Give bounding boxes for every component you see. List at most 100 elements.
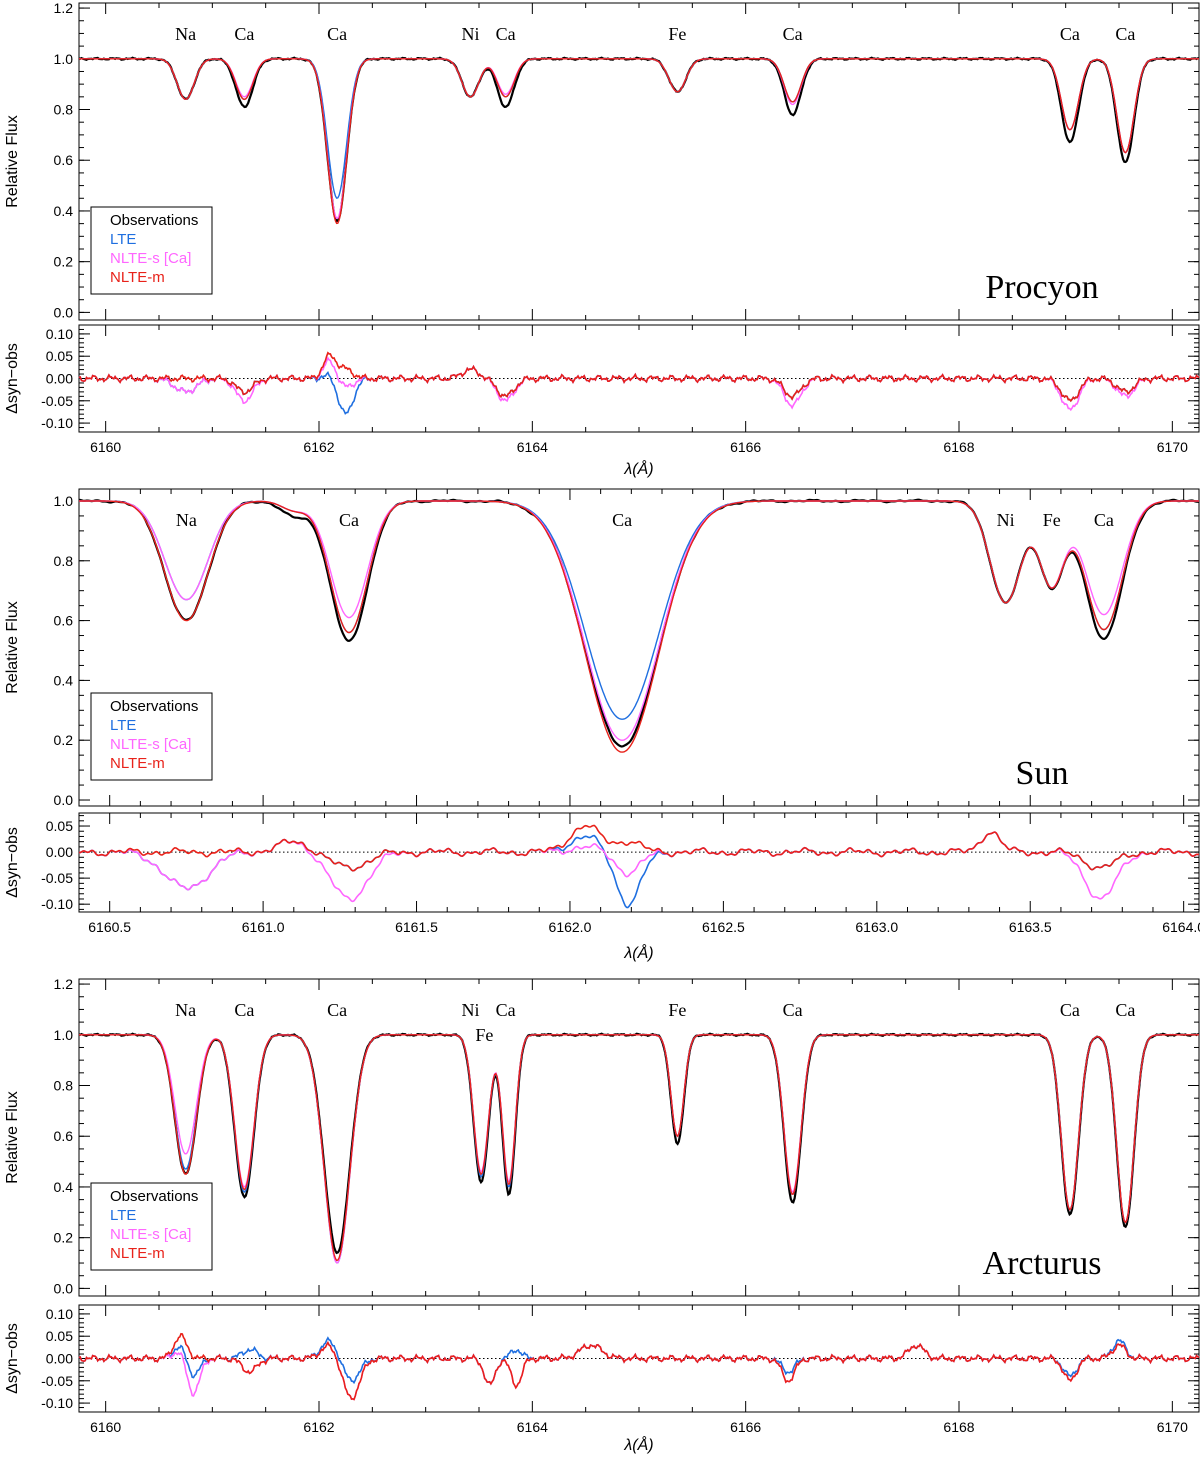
line-annotation: Fe bbox=[668, 1000, 686, 1020]
x-tick-label: 6160 bbox=[90, 1419, 121, 1435]
line-annotation: Ni bbox=[997, 510, 1015, 530]
y-tick-label: 0.0 bbox=[54, 304, 74, 320]
series-line-observations bbox=[78, 498, 1199, 748]
y-tick-label: 0.00 bbox=[46, 371, 73, 387]
x-tick-label: 6163.5 bbox=[1009, 919, 1052, 935]
y-tick-label: 0.8 bbox=[54, 102, 74, 118]
x-tick-label: 6166 bbox=[730, 439, 761, 455]
legend-box bbox=[90, 206, 213, 295]
series-line-observations bbox=[78, 56, 1200, 223]
residual-panel-1: -0.10 -0.05 0.00 0.05 0.10 6160 6162 6164 6166 61… bbox=[4, 324, 1200, 478]
series-line-nlte-m bbox=[79, 1034, 1199, 1262]
line-annotation: Ca bbox=[1060, 24, 1080, 44]
line-annotation: Fe bbox=[1043, 510, 1061, 530]
residual-line-nlte-s bbox=[78, 831, 1200, 903]
series-line-lte bbox=[79, 58, 1199, 199]
y-tick-label: 0.2 bbox=[54, 732, 74, 748]
residual-line-nlte-m bbox=[78, 351, 1200, 403]
residual-line-nlte-s bbox=[78, 356, 1200, 412]
line-annotation: Ca bbox=[496, 1000, 516, 1020]
y-tick-label: 0.05 bbox=[46, 818, 73, 834]
flux-panel-0: 0.0 0.2 0.4 0.6 0.8 1.0 1.2 Relative Flux Na Ca Ca… bbox=[4, 0, 1200, 321]
y-tick-label: 0.05 bbox=[46, 1328, 73, 1344]
y-tick-label: 0.6 bbox=[54, 1128, 74, 1144]
plot-frame bbox=[78, 488, 1200, 807]
legend: Observations LTE NLTE-s [Ca] NLTE-m bbox=[90, 692, 213, 781]
y-tick-label: 0.2 bbox=[54, 1230, 74, 1246]
y-tick-label: 1.2 bbox=[54, 976, 74, 992]
x-tick-label: 6164 bbox=[517, 1419, 548, 1435]
line-annotation: Ni bbox=[461, 24, 479, 44]
x-axis-label: λ(Å) bbox=[623, 459, 653, 478]
line-annotation: Ca bbox=[783, 1000, 803, 1020]
legend-box bbox=[90, 692, 213, 781]
star-name: Arcturus bbox=[983, 1245, 1102, 1282]
legend-box bbox=[90, 1182, 213, 1271]
y-tick-label: 0.05 bbox=[46, 348, 73, 364]
y-tick-label: 1.0 bbox=[54, 1027, 74, 1043]
y-tick-label: -0.10 bbox=[41, 1395, 73, 1411]
legend-entry-observations: Observations bbox=[110, 1188, 198, 1205]
line-annotation: Na bbox=[175, 24, 196, 44]
line-annotation: Ca bbox=[783, 24, 803, 44]
y-tick-label: 1.2 bbox=[54, 0, 74, 16]
x-tick-label: 6168 bbox=[943, 1419, 974, 1435]
y-tick-label: -0.05 bbox=[41, 870, 73, 886]
y-tick-label: 0.0 bbox=[54, 792, 74, 808]
y-tick-label: 0.4 bbox=[54, 1179, 74, 1195]
residual-line-lte bbox=[78, 364, 1200, 415]
line-annotation: Ca bbox=[234, 1000, 254, 1020]
series-line-nlte-s bbox=[79, 500, 1199, 741]
series-line-observations bbox=[78, 1032, 1200, 1255]
y-tick-label: -0.05 bbox=[41, 393, 73, 409]
line-annotation: Fe bbox=[475, 1025, 493, 1045]
flux-panel-4: 0.0 0.2 0.4 0.6 0.8 1.0 1.2 Relative Flux Na Ca Ca… bbox=[4, 976, 1200, 1297]
legend-entry-nlte-m: NLTE-m bbox=[110, 755, 165, 772]
x-tick-label: 6160 bbox=[90, 439, 121, 455]
residual-line-nlte-m bbox=[78, 1332, 1200, 1401]
line-annotation: Ca bbox=[1115, 1000, 1135, 1020]
x-tick-label: 6163.0 bbox=[855, 919, 898, 935]
x-tick-label: 6162 bbox=[303, 1419, 334, 1435]
y-tick-label: 0.00 bbox=[46, 844, 73, 860]
residual-panel-3: -0.10 -0.05 0.00 0.05 6160.5 6161.0 6161.5 6162… bbox=[4, 812, 1200, 962]
x-tick-label: 6164 bbox=[517, 439, 548, 455]
x-axis-label: λ(Å) bbox=[623, 1435, 653, 1454]
legend-entry-observations: Observations bbox=[110, 698, 198, 715]
legend-entry-nlte-s: NLTE-s [Ca] bbox=[110, 1226, 191, 1243]
x-tick-label: 6162.0 bbox=[549, 919, 592, 935]
line-annotation: Ca bbox=[1060, 1000, 1080, 1020]
y-tick-label: 1.0 bbox=[54, 51, 74, 67]
line-annotation: Ni bbox=[461, 1000, 479, 1020]
y-axis-label: Relative Flux bbox=[4, 1091, 21, 1183]
y-tick-label: 0.4 bbox=[54, 672, 74, 688]
line-annotation: Ca bbox=[339, 510, 359, 530]
series-line-nlte-m bbox=[79, 500, 1199, 753]
y-tick-label: -0.10 bbox=[41, 415, 73, 431]
series-line-lte bbox=[79, 500, 1199, 720]
line-annotation: Ca bbox=[1094, 510, 1114, 530]
line-annotation: Ca bbox=[327, 24, 347, 44]
x-tick-label: 6168 bbox=[943, 439, 974, 455]
x-tick-label: 6161.5 bbox=[395, 919, 438, 935]
legend-entry-nlte-s: NLTE-s [Ca] bbox=[110, 250, 191, 267]
y-axis-label: Relative Flux bbox=[4, 601, 21, 693]
legend-entry-nlte-m: NLTE-m bbox=[110, 269, 165, 286]
star-name: Sun bbox=[1016, 755, 1069, 792]
x-tick-label: 6170 bbox=[1157, 439, 1188, 455]
line-annotation: Ca bbox=[327, 1000, 347, 1020]
legend-entry-nlte-s: NLTE-s [Ca] bbox=[110, 736, 191, 753]
y-axis-label: Δsyn−obs bbox=[4, 1323, 21, 1394]
x-tick-label: 6162 bbox=[303, 439, 334, 455]
y-tick-label: 0.6 bbox=[54, 152, 74, 168]
y-axis-label: Δsyn−obs bbox=[4, 343, 21, 414]
line-annotation: Ca bbox=[1115, 24, 1135, 44]
line-annotation: Fe bbox=[668, 24, 686, 44]
y-tick-label: 0.10 bbox=[46, 326, 73, 342]
series-line-lte bbox=[79, 1034, 1199, 1264]
series-line-nlte-s bbox=[79, 58, 1199, 220]
series-line-nlte-s bbox=[79, 1034, 1199, 1264]
y-tick-label: 1.0 bbox=[54, 493, 74, 509]
x-tick-label: 6162.5 bbox=[702, 919, 745, 935]
